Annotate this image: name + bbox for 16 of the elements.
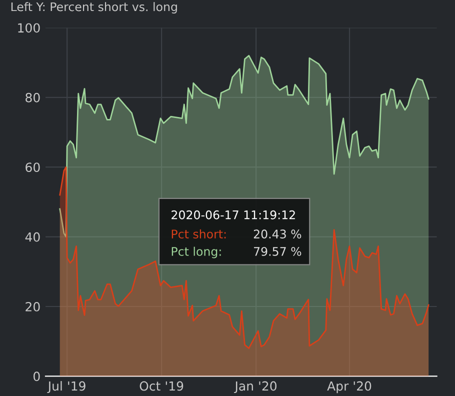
chart-title: Left Y: Percent short vs. long: [11, 2, 177, 14]
x-tick-label: Oct '19: [140, 381, 184, 391]
y-tick-label: 40: [25, 232, 40, 242]
annotation: 2020-06-17 11:19:12: [172, 210, 295, 220]
y-tick-label: 20: [26, 302, 40, 312]
y-tick-label: 60: [26, 162, 40, 172]
x-tick-label: Jan '20: [234, 381, 277, 394]
text: Pct short:: [172, 229, 226, 238]
y-tick-label: 0: [34, 372, 40, 382]
x-tick-label: Jul '19: [47, 381, 86, 394]
y-tick-label: 100: [18, 23, 40, 33]
annotation: 79.57 %: [254, 246, 302, 256]
annotation: 20.43 %: [254, 230, 302, 238]
series-label: Pct long:: [172, 246, 221, 258]
y-tick-label: 80: [26, 92, 40, 102]
x-tick-label: Apr '20: [327, 381, 372, 394]
